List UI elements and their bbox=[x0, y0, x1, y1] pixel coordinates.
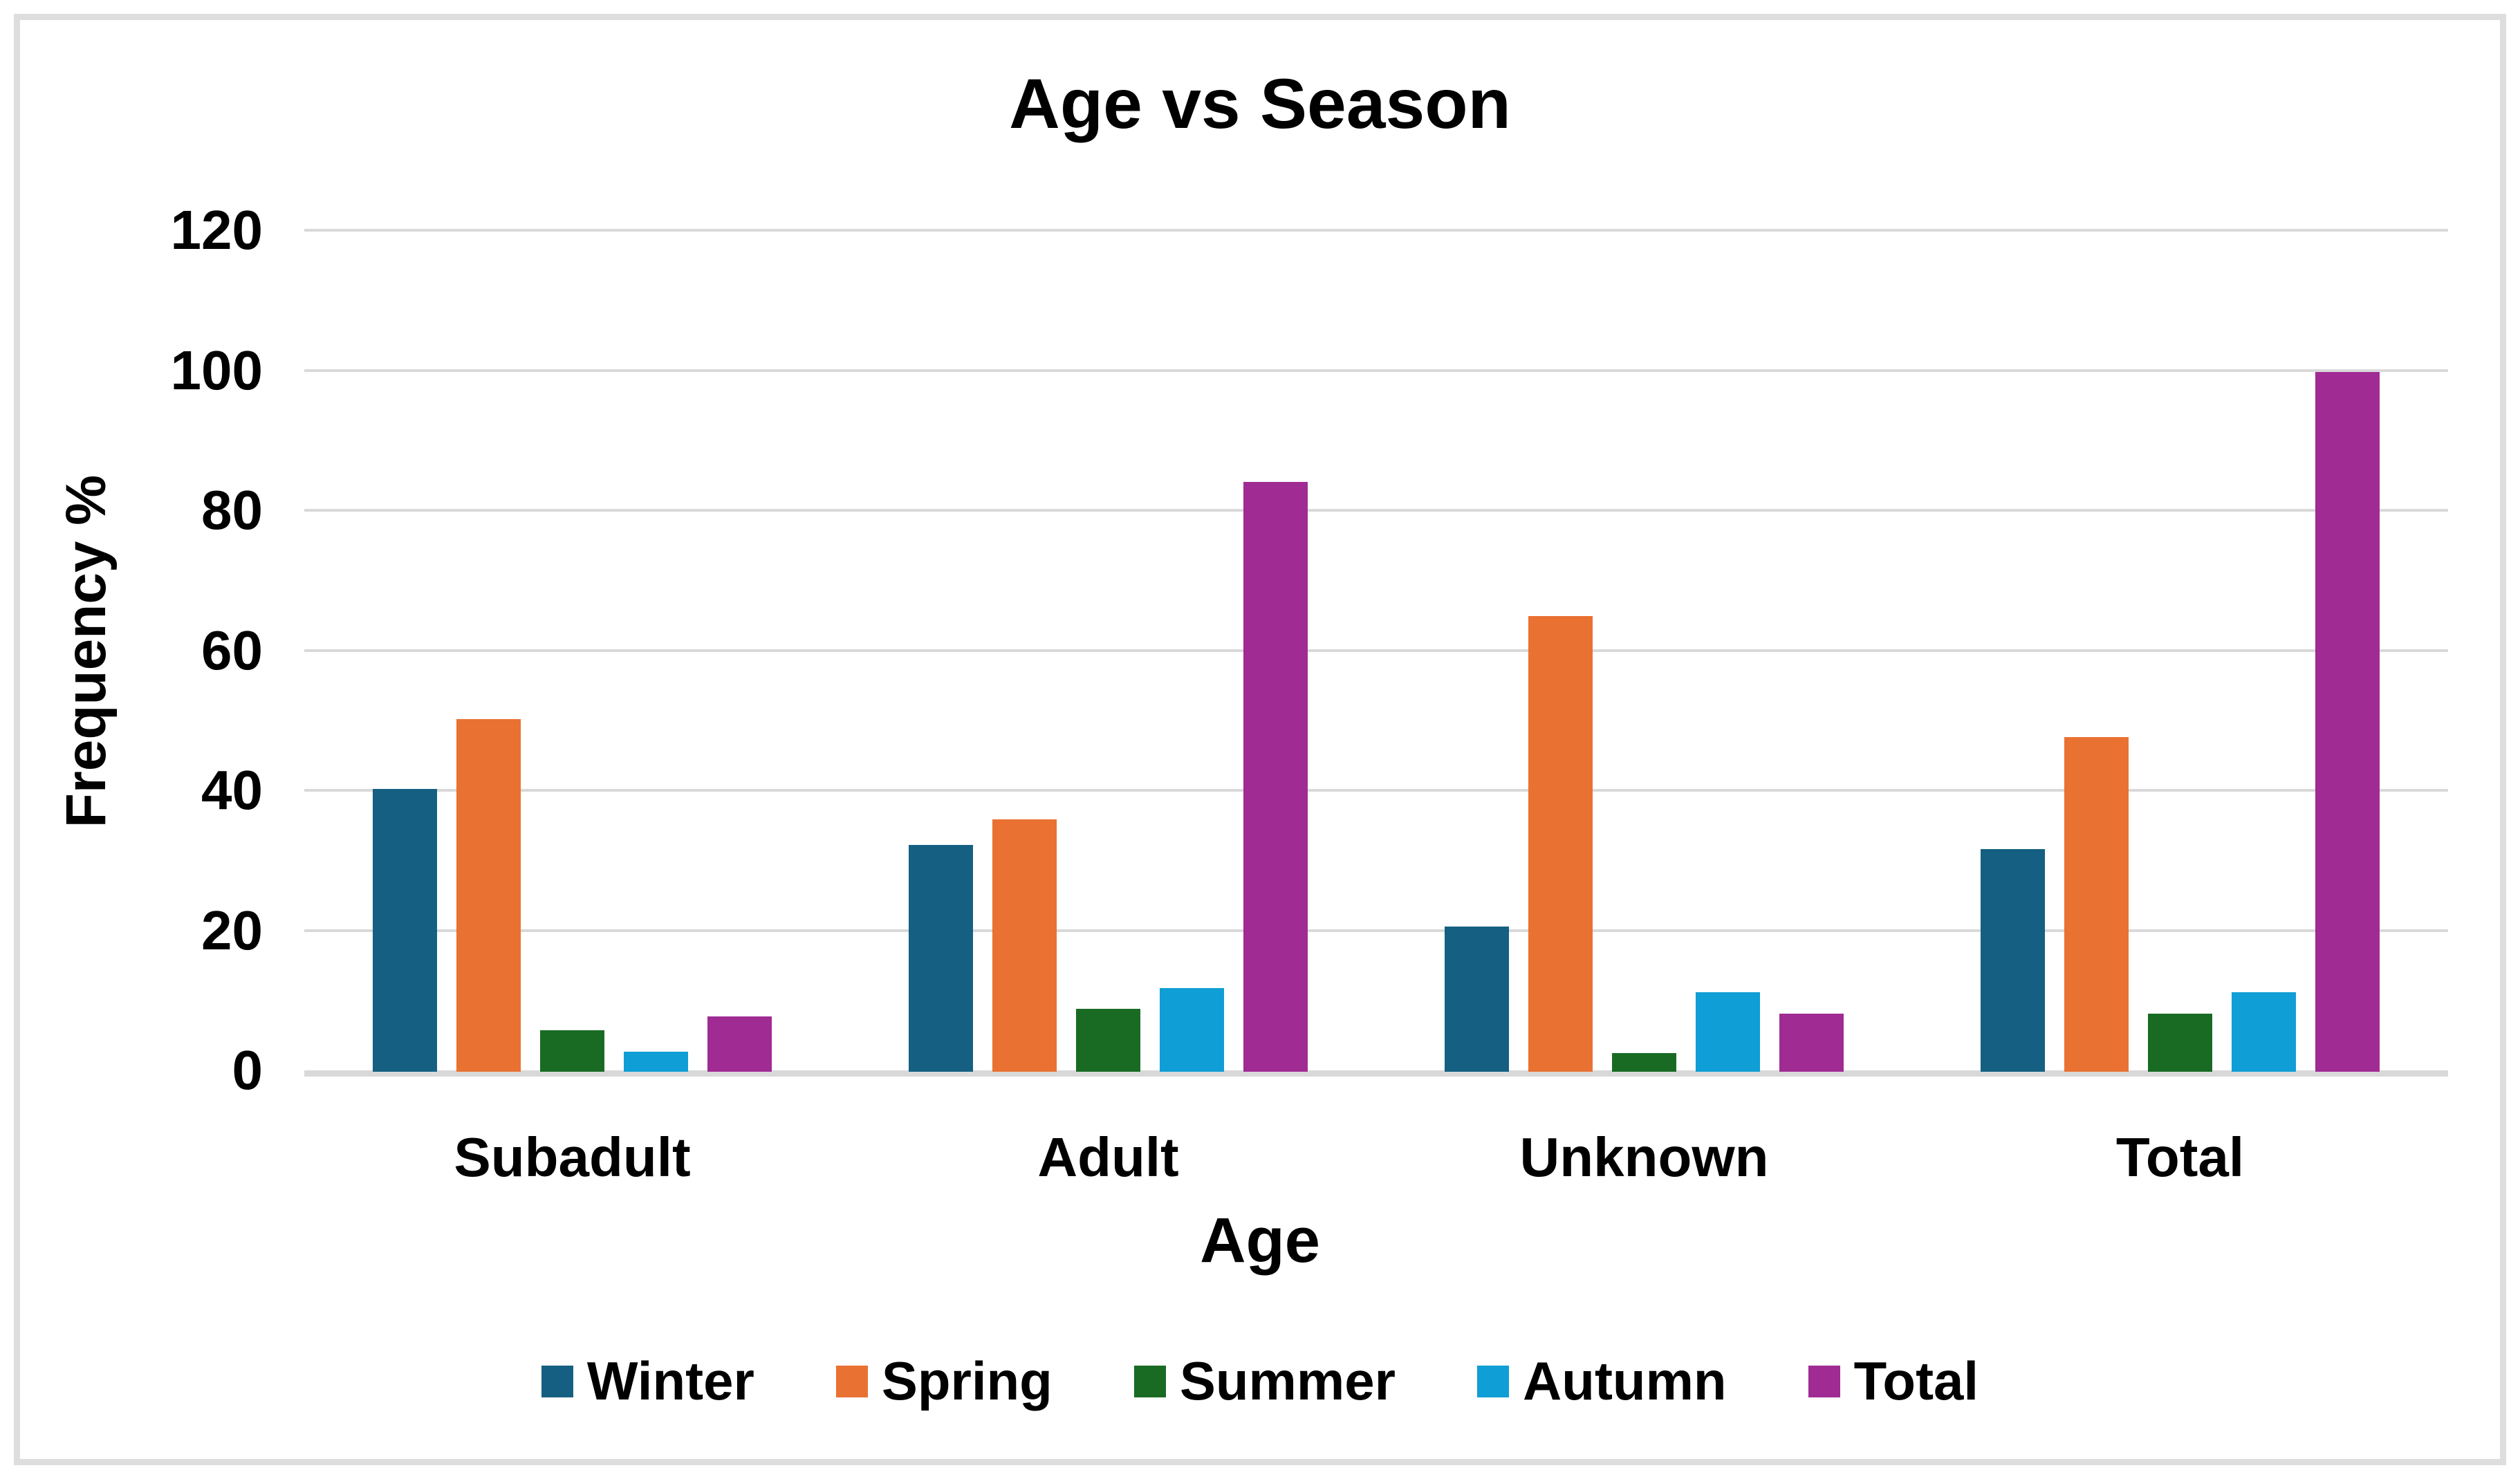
legend-item-winter: Winter bbox=[541, 1350, 754, 1413]
y-tick-label-0: 0 bbox=[232, 1039, 263, 1101]
total-legend-swatch-icon bbox=[1808, 1365, 1840, 1397]
legend-label-summer: Summer bbox=[1179, 1350, 1396, 1411]
bar-summer-subadult bbox=[540, 1030, 604, 1072]
bar-summer-total bbox=[2148, 1013, 2212, 1072]
x-category-label-adult: Adult bbox=[1037, 1126, 1179, 1188]
bar-group-total bbox=[1912, 230, 2448, 1072]
bar-autumn-adult bbox=[1160, 987, 1224, 1072]
bar-summer-adult bbox=[1076, 1008, 1140, 1072]
gridline-0 bbox=[304, 1070, 2448, 1077]
y-tick-label-120: 120 bbox=[170, 199, 263, 261]
bar-autumn-subadult bbox=[624, 1051, 688, 1072]
gridline-60 bbox=[304, 649, 2448, 652]
bar-summer-unknown bbox=[1612, 1052, 1676, 1072]
gridline-80 bbox=[304, 509, 2448, 512]
gridline-100 bbox=[304, 369, 2448, 372]
legend-label-spring: Spring bbox=[881, 1350, 1053, 1411]
bar-winter-adult bbox=[909, 844, 973, 1072]
y-tick-label-100: 100 bbox=[170, 339, 263, 401]
y-tick-label-80: 80 bbox=[201, 479, 263, 541]
legend-item-total: Total bbox=[1808, 1350, 1979, 1413]
y-tick-label-20: 20 bbox=[201, 899, 263, 961]
x-category-label-unknown: Unknown bbox=[1519, 1126, 1769, 1188]
x-category-label-subadult: Subadult bbox=[454, 1126, 691, 1188]
bar-spring-subadult bbox=[456, 718, 521, 1072]
plot-area bbox=[304, 229, 2448, 1077]
y-tick-label-40: 40 bbox=[201, 759, 263, 821]
gridline-20 bbox=[304, 929, 2448, 932]
bar-group-subadult bbox=[304, 230, 840, 1072]
bar-autumn-unknown bbox=[1696, 992, 1760, 1072]
legend-item-summer: Summer bbox=[1133, 1350, 1396, 1413]
legend-item-spring: Spring bbox=[835, 1350, 1053, 1413]
y-tick-label-60: 60 bbox=[201, 619, 263, 681]
bar-total-subadult bbox=[707, 1016, 772, 1072]
gridline-120 bbox=[304, 229, 2448, 232]
bar-total-adult bbox=[1243, 482, 1308, 1072]
chart-title: Age vs Season bbox=[1009, 64, 1511, 143]
bar-spring-total bbox=[2064, 737, 2129, 1072]
bar-winter-total bbox=[1981, 849, 2045, 1072]
bar-total-unknown bbox=[1779, 1013, 1844, 1072]
bar-spring-unknown bbox=[1528, 615, 1593, 1072]
bar-total-total bbox=[2315, 371, 2380, 1072]
bar-autumn-total bbox=[2232, 992, 2296, 1072]
x-axis-title: Age bbox=[1200, 1205, 1320, 1276]
legend: Winter Spring Summer Autumn Total bbox=[0, 1350, 2520, 1413]
winter-legend-swatch-icon bbox=[541, 1365, 573, 1397]
legend-label-autumn: Autumn bbox=[1522, 1350, 1727, 1411]
bar-winter-unknown bbox=[1445, 927, 1509, 1072]
autumn-legend-swatch-icon bbox=[1476, 1365, 1509, 1397]
bar-group-adult bbox=[840, 230, 1376, 1072]
x-category-label-total: Total bbox=[2115, 1126, 2245, 1188]
legend-label-winter: Winter bbox=[586, 1350, 754, 1411]
bar-winter-subadult bbox=[373, 788, 437, 1072]
gridline-40 bbox=[304, 789, 2448, 792]
bar-group-unknown bbox=[1376, 230, 1912, 1072]
bar-spring-adult bbox=[992, 819, 1057, 1072]
summer-legend-swatch-icon bbox=[1133, 1365, 1166, 1397]
legend-label-total: Total bbox=[1853, 1350, 1979, 1411]
legend-item-autumn: Autumn bbox=[1476, 1350, 1727, 1413]
spring-legend-swatch-icon bbox=[835, 1365, 868, 1397]
